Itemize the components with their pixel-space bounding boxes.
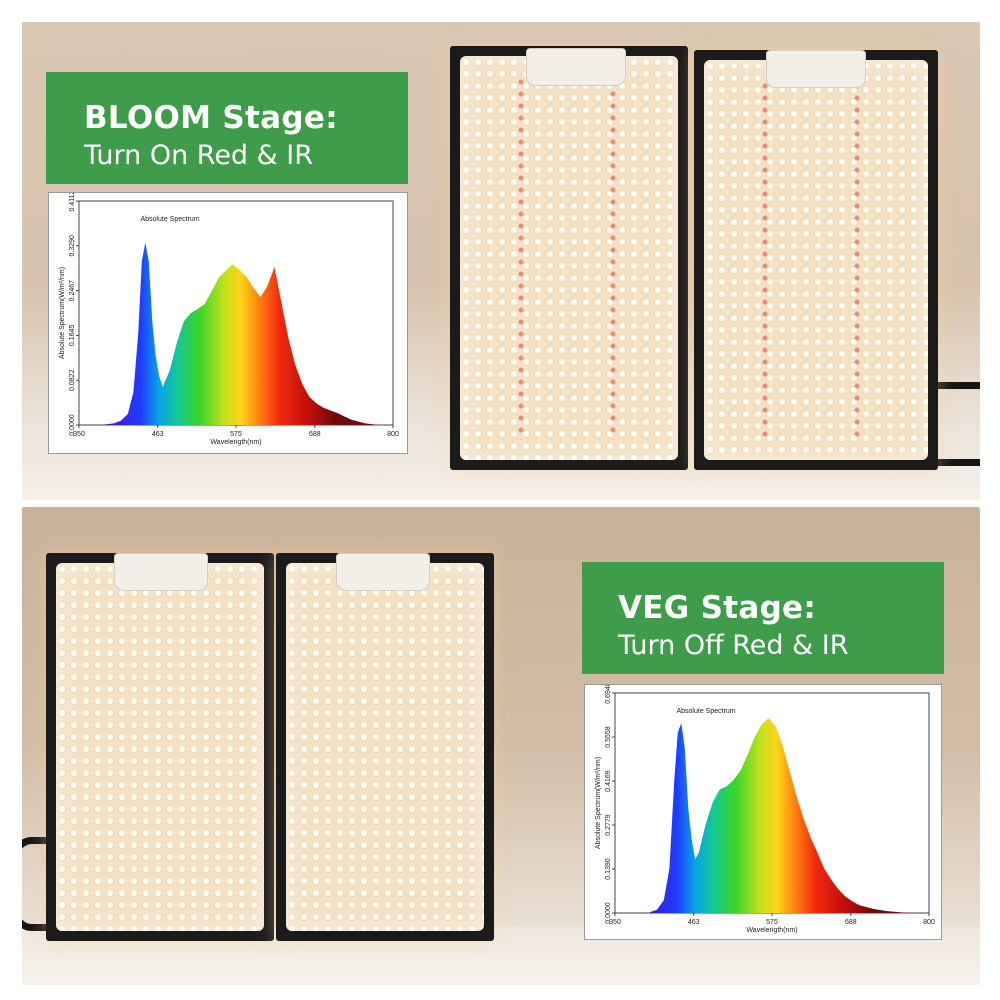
red-led-strip xyxy=(854,80,860,440)
x-tick-label: 688 xyxy=(845,919,857,926)
x-tick-label: 575 xyxy=(766,919,778,926)
spectrum-area xyxy=(649,718,923,913)
grow-light-panel-left xyxy=(46,553,274,941)
y-tick-label: 0.5558 xyxy=(605,726,612,748)
panel-hanger-bracket xyxy=(336,553,430,591)
veg-stage-label: VEG Stage: Turn Off Red & IR xyxy=(582,562,944,674)
y-axis-label: Absolute Spectrum(W/m²/nm) xyxy=(59,267,66,359)
y-tick-label: 0.0822 xyxy=(69,369,76,391)
y-tick-label: 0.4169 xyxy=(605,770,612,792)
red-led-strip xyxy=(518,76,524,440)
y-axis-label: Absolute Spectrum(W/m²/nm) xyxy=(595,757,602,849)
x-axis-label: Wavelength(nm) xyxy=(746,927,797,934)
panel-hanger-bracket xyxy=(114,553,208,591)
spectrum-area xyxy=(99,242,380,425)
chart-title: Absolute Spectrum xyxy=(676,708,735,715)
y-tick-label: 0.1390 xyxy=(605,858,612,880)
y-tick-label: 0.2467 xyxy=(69,280,76,302)
veg-stage-subtitle: Turn Off Red & IR xyxy=(618,630,849,661)
grow-light-panel-right xyxy=(276,553,494,941)
y-tick-label: 0.0000 xyxy=(605,902,612,924)
veg-stage-title: VEG Stage: xyxy=(618,590,817,626)
red-led-strip xyxy=(610,76,616,440)
bloom-stage-title: BLOOM Stage: xyxy=(84,100,338,136)
x-tick-label: 350 xyxy=(73,431,85,438)
veg-spectrum-chart: 350 463 575 688 800 0.0000 0.1390 0.2779 0.4169 0… xyxy=(584,682,942,940)
grow-light-panel-left xyxy=(450,46,688,470)
chart-title: Absolute Spectrum xyxy=(140,216,199,223)
grow-light-panel-right xyxy=(694,50,938,470)
bloom-spectrum-chart: 350 463 575 688 800 0.0000 0.0822 0.1645 0.2467 0… xyxy=(48,190,408,454)
x-tick-label: 350 xyxy=(609,919,621,926)
x-tick-label: 575 xyxy=(230,431,242,438)
x-tick-label: 688 xyxy=(309,431,321,438)
veg-spectrum-svg: 350 463 575 688 800 0.0000 0.1390 0.2779 0.4169 0… xyxy=(595,682,935,934)
y-tick-label: 0.6948 xyxy=(605,685,612,704)
x-tick-label: 800 xyxy=(387,431,399,438)
y-tick-label: 0.4112 xyxy=(69,193,76,211)
y-tick-label: 0.2779 xyxy=(605,814,612,836)
led-board xyxy=(460,56,678,460)
bloom-spectrum-svg: 350 463 575 688 800 0.0000 0.0822 0.1645 0.2467 0… xyxy=(59,190,399,446)
panel-hanger-bracket xyxy=(766,50,866,88)
led-board xyxy=(704,60,928,460)
x-tick-label: 463 xyxy=(152,431,164,438)
led-board xyxy=(286,563,484,931)
y-tick-label: 0.1645 xyxy=(69,325,76,347)
x-axis-label: Wavelength(nm) xyxy=(210,439,261,446)
bloom-stage-label: BLOOM Stage: Turn On Red & IR xyxy=(46,72,408,184)
x-tick-label: 463 xyxy=(688,919,700,926)
bloom-photo-section xyxy=(22,22,980,500)
panel-hanger-bracket xyxy=(526,48,626,86)
y-tick-label: 0.3290 xyxy=(69,235,76,257)
bloom-stage-subtitle: Turn On Red & IR xyxy=(84,140,314,171)
x-tick-label: 800 xyxy=(923,919,935,926)
led-board xyxy=(56,563,264,931)
y-tick-label: 0.0000 xyxy=(69,414,76,436)
red-led-strip xyxy=(762,80,768,440)
